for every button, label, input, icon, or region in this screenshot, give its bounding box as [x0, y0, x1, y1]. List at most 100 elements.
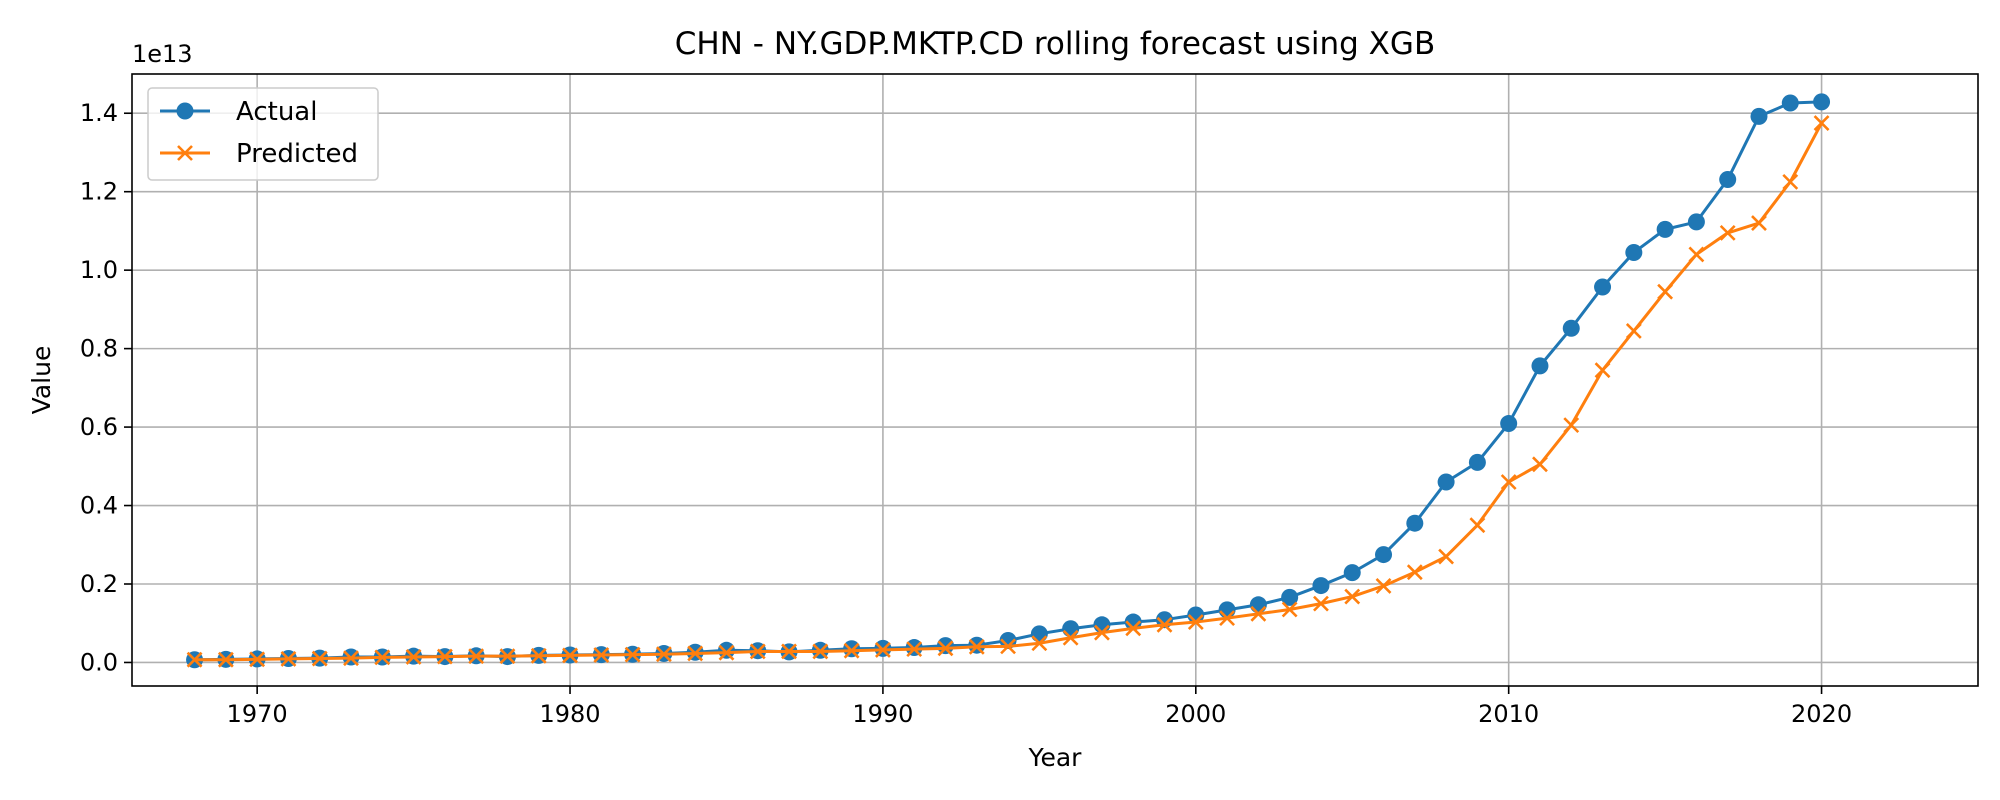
data-point-predicted	[1719, 224, 1736, 241]
data-point-actual	[1750, 107, 1768, 125]
data-point-predicted	[968, 638, 985, 655]
legend-item-actual: Actual	[160, 97, 317, 127]
y-tick-label: 0.8	[80, 335, 118, 363]
data-point-predicted	[186, 651, 203, 668]
data-point-predicted	[1500, 474, 1517, 490]
data-point-predicted	[1563, 417, 1580, 434]
data-point-actual	[1594, 278, 1612, 296]
data-point-predicted	[1625, 323, 1642, 339]
data-point-predicted	[1469, 517, 1486, 534]
legend-marker	[177, 145, 193, 161]
x-axis: 1970 1980 1990 2000 2010 2020	[227, 686, 1852, 728]
legend: Actual Predicted	[147, 87, 379, 181]
data-point-predicted	[1594, 362, 1611, 379]
data-point-predicted	[1187, 614, 1204, 630]
data-point-actual	[1531, 357, 1549, 375]
data-point-actual	[1813, 93, 1831, 111]
legend-item-predicted: Predicted	[160, 139, 358, 169]
x-tick-label: 2000	[1165, 700, 1226, 728]
data-point-predicted	[781, 643, 797, 660]
data-point-actual	[1124, 613, 1142, 631]
series-predicted	[186, 115, 1830, 668]
data-point-predicted	[249, 651, 266, 668]
data-point-predicted	[1000, 638, 1016, 655]
data-point-predicted	[937, 640, 954, 657]
data-point-predicted	[436, 648, 453, 665]
data-point-actual	[1281, 588, 1299, 606]
data-point-actual	[1375, 546, 1393, 564]
data-point-predicted	[593, 647, 610, 663]
data-point-predicted	[530, 647, 547, 664]
data-point-predicted	[718, 644, 735, 661]
data-point-actual	[843, 640, 861, 658]
data-point-actual	[936, 637, 954, 655]
x-tick-label: 2010	[1478, 700, 1539, 728]
y-tick-label: 0.6	[80, 413, 118, 441]
data-point-predicted	[655, 646, 672, 663]
data-point-predicted	[749, 643, 766, 660]
x-tick-label: 1980	[539, 700, 600, 728]
y-axis: 0.0 0.2 0.4 0.6 0.8 1.0 1.2 1.4	[80, 99, 132, 676]
data-point-predicted	[562, 647, 578, 664]
data-point-predicted	[874, 641, 891, 658]
data-point-predicted	[687, 645, 704, 662]
legend-label: Predicted	[236, 139, 358, 169]
data-point-actual	[1062, 620, 1080, 638]
data-point-predicted	[1751, 215, 1767, 231]
data-point-predicted	[1813, 115, 1830, 131]
x-tick-label: 2020	[1791, 700, 1852, 728]
data-point-actual	[1343, 564, 1361, 582]
legend-marker	[176, 102, 194, 120]
y-tick-label: 0.0	[80, 648, 118, 676]
data-point-predicted	[906, 641, 923, 658]
y-axis-label: Value	[27, 346, 56, 415]
data-point-actual	[1562, 319, 1580, 337]
series-layer	[186, 93, 1831, 669]
data-point-predicted	[468, 648, 485, 665]
data-point-actual	[1500, 415, 1518, 433]
data-point-predicted	[843, 642, 860, 659]
data-point-predicted	[1532, 456, 1548, 473]
y-tick-label: 1.4	[80, 99, 118, 127]
data-point-actual	[1437, 473, 1455, 491]
data-point-predicted	[624, 646, 641, 663]
data-point-predicted	[1281, 601, 1298, 618]
data-point-predicted	[1250, 605, 1267, 622]
data-point-predicted	[311, 650, 328, 667]
data-point-predicted	[1438, 548, 1455, 565]
data-point-predicted	[1657, 283, 1674, 300]
x-axis-label: Year	[1028, 743, 1083, 772]
grid	[132, 74, 1978, 686]
data-point-predicted	[1782, 173, 1799, 190]
y-tick-label: 0.4	[80, 492, 118, 520]
x-tick-label: 1990	[852, 700, 913, 728]
data-point-predicted	[1031, 635, 1048, 652]
data-point-actual	[717, 641, 735, 659]
data-point-predicted	[1125, 620, 1142, 637]
data-point-predicted	[280, 651, 297, 667]
data-point-predicted	[343, 650, 359, 667]
y-tick-label: 0.2	[80, 570, 118, 598]
data-point-actual	[1249, 596, 1267, 614]
data-point-predicted	[1156, 616, 1173, 633]
data-point-actual	[1312, 577, 1330, 595]
data-point-predicted	[1062, 629, 1079, 646]
data-point-predicted	[499, 648, 516, 665]
data-point-predicted	[812, 643, 829, 660]
data-point-actual	[1468, 453, 1486, 471]
data-point-predicted	[1375, 578, 1392, 594]
legend-label: Actual	[236, 97, 317, 127]
data-point-predicted	[405, 649, 422, 665]
data-point-predicted	[1219, 610, 1235, 627]
data-point-predicted	[1094, 624, 1110, 641]
y-tick-label: 1.0	[80, 256, 118, 284]
data-point-actual	[1687, 213, 1705, 231]
data-point-actual	[1656, 220, 1674, 238]
data-point-predicted	[1406, 564, 1423, 581]
data-point-actual	[1781, 94, 1799, 112]
data-point-actual	[1406, 514, 1424, 532]
data-point-predicted	[1344, 588, 1361, 605]
chart-title: CHN - NY.GDP.MKTP.CD rolling forecast us…	[675, 26, 1435, 62]
plot-frame	[131, 73, 1979, 687]
